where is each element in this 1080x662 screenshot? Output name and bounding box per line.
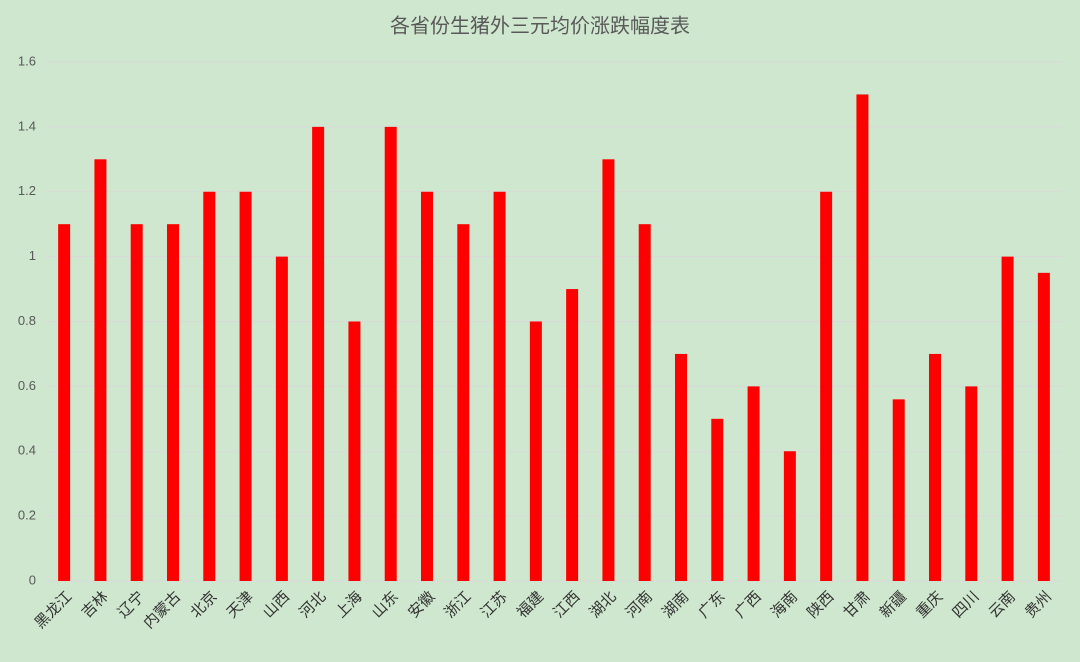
bar [348, 321, 361, 581]
bar [820, 191, 833, 581]
y-tick-label: 0.2 [18, 508, 36, 523]
bar [312, 126, 325, 581]
bar [602, 159, 615, 581]
bar [529, 321, 542, 581]
bar [384, 126, 397, 581]
bar [167, 224, 179, 581]
bar [747, 386, 760, 581]
bar [929, 353, 941, 581]
bar [58, 224, 71, 581]
y-tick-label: 1.4 [18, 118, 36, 133]
bar [239, 191, 252, 581]
bar [203, 191, 216, 581]
y-tick-label: 0.8 [18, 313, 36, 328]
y-tick-label: 1 [29, 248, 36, 263]
bar [711, 418, 724, 581]
bar [493, 191, 506, 581]
bar [275, 256, 288, 581]
bar [965, 386, 978, 581]
y-tick-label: 1.6 [18, 53, 36, 68]
bar [856, 94, 869, 581]
bar [638, 224, 651, 581]
y-tick-label: 0.4 [18, 443, 36, 458]
bar [94, 159, 107, 581]
bar [421, 191, 433, 581]
bar [457, 224, 470, 581]
bar [1001, 256, 1014, 581]
y-tick-label: 0.6 [18, 378, 36, 393]
bar [566, 289, 579, 581]
bar [675, 353, 687, 581]
bar [1037, 272, 1050, 581]
chart-title: 各省份生猪外三元均价涨跌幅度表 [390, 14, 690, 37]
bar [130, 224, 143, 581]
y-tick-label: 0 [29, 572, 36, 587]
bar [783, 451, 796, 581]
y-tick-label: 1.2 [18, 183, 36, 198]
bar [892, 399, 905, 581]
